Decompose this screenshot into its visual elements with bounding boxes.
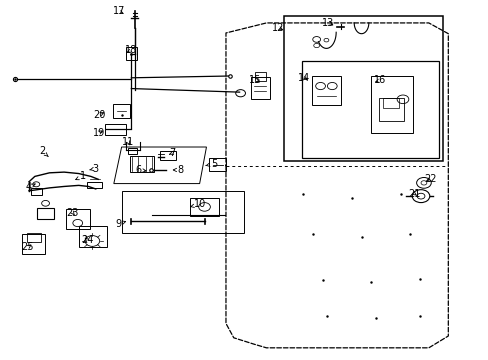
Text: 4: 4 [26, 182, 35, 192]
Text: 19: 19 [93, 128, 105, 138]
Bar [284, 16, 443, 161]
Bar [208, 158, 226, 171]
Bar [378, 98, 403, 121]
Bar [189, 198, 219, 216]
Text: 10: 10 [190, 199, 205, 210]
Bar [130, 156, 154, 172]
Text: 21: 21 [407, 189, 420, 199]
Text: 15: 15 [248, 75, 261, 85]
Bar [311, 76, 340, 105]
Bar [125, 47, 137, 60]
Bar [21, 234, 45, 254]
Bar [383, 98, 398, 108]
Text: 23: 23 [66, 208, 79, 218]
Text: 16: 16 [373, 75, 386, 85]
Bar [302, 61, 438, 158]
Bar [128, 148, 137, 154]
Text: 13: 13 [322, 18, 334, 28]
Text: 18: 18 [125, 45, 137, 55]
Text: 8: 8 [173, 165, 183, 175]
Bar [65, 209, 90, 229]
Text: 22: 22 [424, 174, 436, 184]
Text: 11: 11 [122, 138, 134, 147]
Text: 12: 12 [271, 23, 283, 33]
Text: 20: 20 [93, 110, 105, 120]
Text: 6: 6 [135, 165, 146, 175]
Text: 2: 2 [39, 146, 48, 156]
Bar [160, 151, 175, 160]
Text: 9: 9 [115, 219, 125, 229]
Text: 17: 17 [112, 6, 124, 17]
Bar [104, 125, 126, 135]
Text: 24: 24 [81, 235, 94, 245]
Bar [79, 226, 107, 247]
Bar [26, 233, 41, 242]
Text: 1: 1 [76, 171, 85, 181]
Bar [113, 104, 130, 118]
Bar [37, 208, 54, 219]
Text: 5: 5 [205, 159, 217, 169]
Text: 14: 14 [297, 73, 309, 83]
Text: 25: 25 [21, 242, 34, 252]
Bar [31, 188, 41, 195]
Text: 3: 3 [90, 163, 99, 174]
Text: 7: 7 [169, 148, 175, 158]
Bar [251, 77, 269, 99]
Bar [370, 76, 412, 134]
Bar [87, 182, 102, 188]
Bar [255, 72, 265, 81]
